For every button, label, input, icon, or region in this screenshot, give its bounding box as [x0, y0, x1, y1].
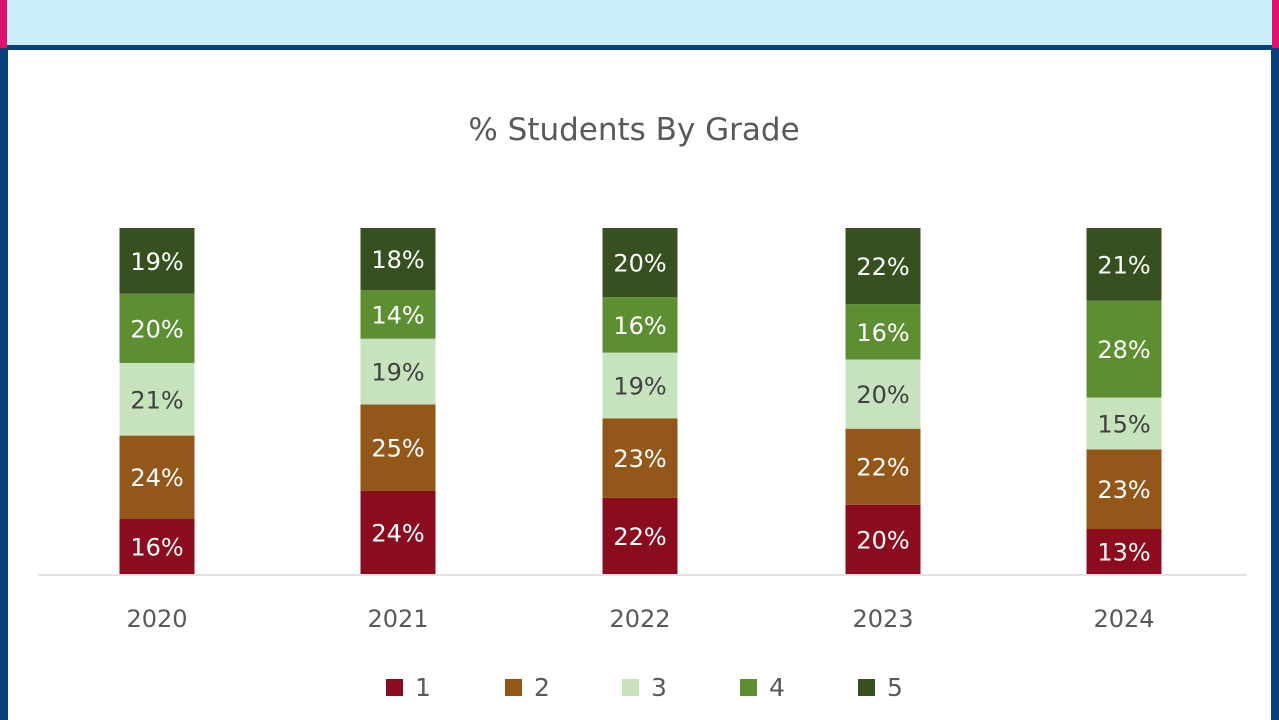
data-label-2023-grade-1: 20% — [856, 526, 909, 554]
data-label-2023-grade-5: 22% — [856, 253, 909, 281]
bar-segment-2023-grade-5 — [845, 228, 921, 305]
legend-label-grade-3: 3 — [651, 673, 667, 702]
data-label-2020-grade-5: 19% — [130, 248, 183, 276]
data-label-2021-grade-1: 24% — [371, 519, 424, 547]
data-label-2023-grade-4: 16% — [856, 319, 909, 347]
data-label-2023-grade-2: 22% — [856, 454, 909, 482]
data-label-2020-grade-1: 16% — [130, 533, 183, 561]
right-accent-bar — [1272, 0, 1279, 48]
bar-segment-2020-grade-2 — [119, 435, 195, 519]
bar-segment-2024-grade-4 — [1086, 300, 1162, 398]
data-label-2024-grade-1: 13% — [1097, 539, 1150, 567]
bar-segment-2023-grade-1 — [845, 504, 921, 574]
legend-item-grade-2: 2 — [505, 673, 550, 702]
bar-segment-2024-grade-1 — [1086, 529, 1162, 574]
data-label-2020-grade-3: 21% — [130, 386, 183, 414]
data-label-2022-grade-4: 16% — [613, 312, 666, 340]
bar-segment-2021-grade-5 — [360, 228, 436, 291]
legend-item-grade-1: 1 — [386, 673, 431, 702]
legend: 1 2 3 4 5 — [386, 673, 903, 702]
legend-item-grade-5: 5 — [858, 673, 903, 702]
data-label-2024-grade-3: 15% — [1097, 410, 1150, 438]
data-label-2022-grade-2: 23% — [613, 445, 666, 473]
chart-title: % Students By Grade — [468, 112, 799, 148]
legend-label-grade-2: 2 — [534, 673, 550, 702]
data-label-2021-grade-2: 25% — [371, 435, 424, 463]
data-label-2022-grade-5: 20% — [613, 250, 666, 278]
data-label-2020-grade-2: 24% — [130, 464, 183, 492]
x-axis-ticks: 2020 2021 2022 2023 2024 — [126, 605, 1154, 633]
x-tick-label-2024: 2024 — [1093, 605, 1154, 633]
left-frame-border — [0, 48, 8, 720]
bar-segment-2023-grade-4 — [845, 304, 921, 360]
x-tick-label-2022: 2022 — [609, 605, 670, 633]
data-label-2021-grade-4: 14% — [371, 302, 424, 330]
bar-segment-2022-grade-2 — [602, 418, 678, 498]
legend-label-grade-4: 4 — [769, 673, 785, 702]
legend-swatch-grade-4 — [740, 679, 757, 696]
bar-segment-2024-grade-2 — [1086, 449, 1162, 530]
data-label-2024-grade-2: 23% — [1097, 476, 1150, 504]
data-label-2021-grade-5: 18% — [371, 246, 424, 274]
bar-segment-2020-grade-1 — [119, 518, 195, 574]
bar-segment-2021-grade-3 — [360, 338, 436, 405]
x-tick-label-2023: 2023 — [852, 605, 913, 633]
data-label-2023-grade-3: 20% — [856, 381, 909, 409]
bar-segment-2020-grade-3 — [119, 362, 195, 436]
legend-swatch-grade-3 — [622, 679, 639, 696]
data-label-2022-grade-3: 19% — [613, 372, 666, 400]
legend-label-grade-5: 5 — [887, 673, 903, 702]
bar-segment-2022-grade-4 — [602, 297, 678, 353]
legend-item-grade-3: 3 — [622, 673, 667, 702]
bar-segment-2021-grade-2 — [360, 404, 436, 491]
legend-swatch-grade-2 — [505, 679, 522, 696]
legend-item-grade-4: 4 — [740, 673, 785, 702]
data-label-2020-grade-4: 20% — [130, 315, 183, 343]
x-tick-label-2021: 2021 — [367, 605, 428, 633]
left-accent-bar — [0, 0, 7, 48]
bar-segment-2024-grade-3 — [1086, 397, 1162, 450]
bar-segment-2022-grade-3 — [602, 352, 678, 419]
bars-group: 16% 24% 21% 20% 19% 24% 25% 19% 14% 18% 22% 23% 19% 1… — [119, 228, 1162, 574]
right-frame-border — [1271, 48, 1279, 720]
bar-segment-2021-grade-4 — [360, 290, 436, 339]
top-banner — [0, 0, 1279, 50]
bar-segment-2022-grade-1 — [602, 497, 678, 574]
bar-segment-2021-grade-1 — [360, 490, 436, 574]
legend-swatch-grade-1 — [386, 679, 403, 696]
bar-segment-2022-grade-5 — [602, 228, 678, 298]
legend-swatch-grade-5 — [858, 679, 875, 696]
data-label-2024-grade-4: 28% — [1097, 336, 1150, 364]
bar-segment-2020-grade-5 — [119, 228, 195, 294]
bar-segment-2023-grade-3 — [845, 359, 921, 429]
data-label-2022-grade-1: 22% — [613, 523, 666, 551]
bar-segment-2024-grade-5 — [1086, 228, 1162, 301]
bar-segment-2020-grade-4 — [119, 293, 195, 363]
data-label-2021-grade-3: 19% — [371, 359, 424, 387]
bar-segment-2023-grade-2 — [845, 428, 921, 505]
x-tick-label-2020: 2020 — [126, 605, 187, 633]
legend-label-grade-1: 1 — [415, 673, 431, 702]
data-label-2024-grade-5: 21% — [1097, 251, 1150, 279]
